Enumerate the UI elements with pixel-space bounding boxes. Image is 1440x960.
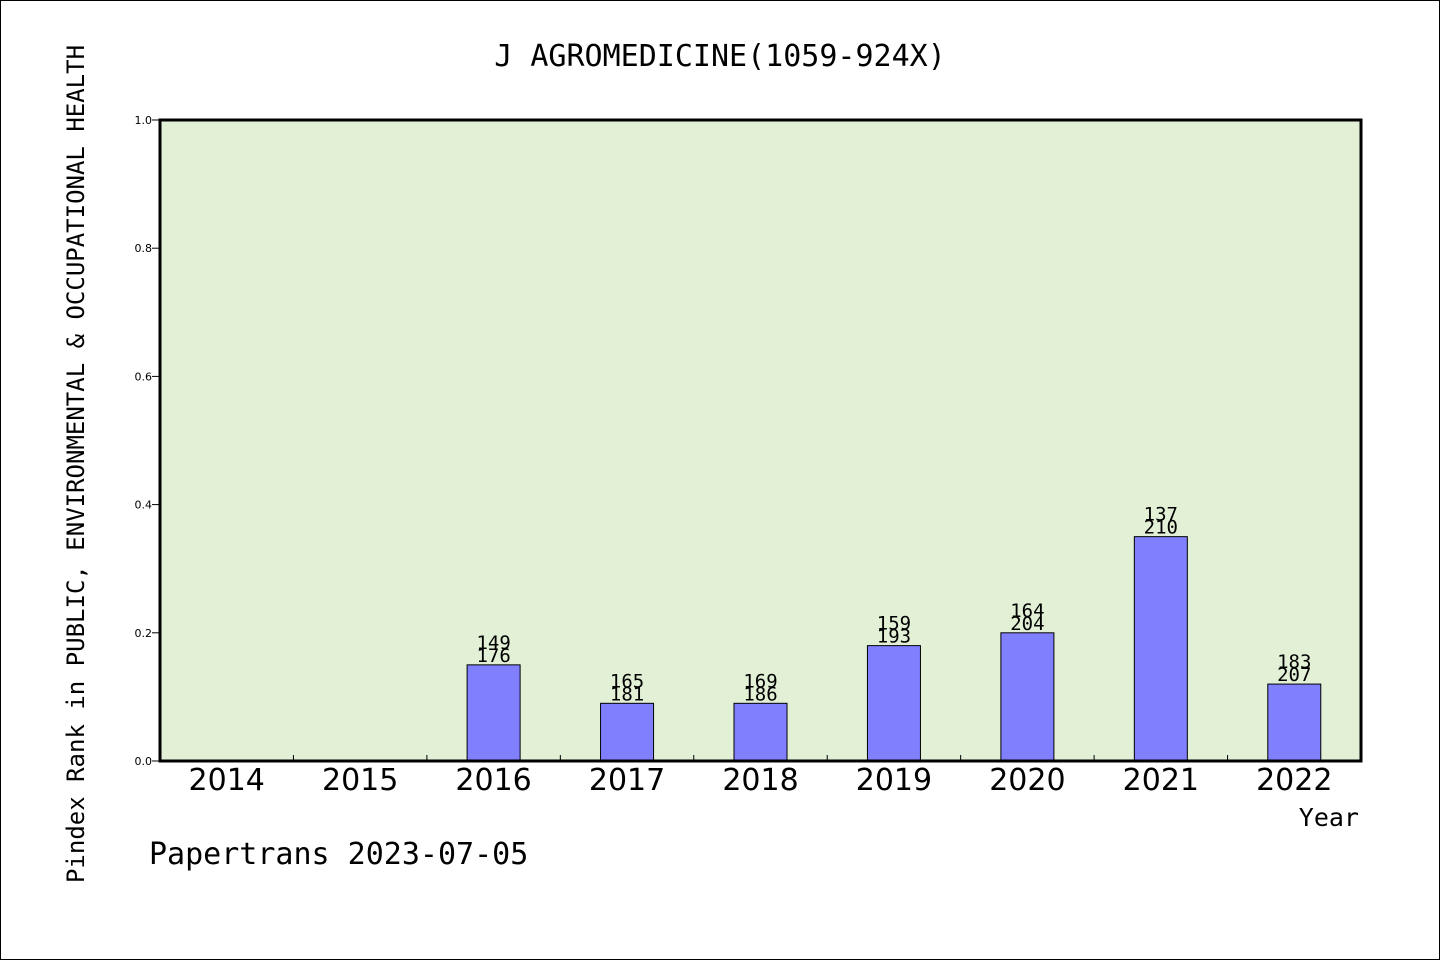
x-axis-ticks: 2014 2015 2016 2017 2018 2019 2020 2021 2022: [189, 755, 1332, 798]
bar-rank-label: 164: [1010, 600, 1044, 622]
x-tick-label: 2019: [856, 763, 932, 798]
chart-title: J AGROMEDICINE(1059-924X): [494, 39, 946, 74]
bar: [600, 702, 655, 762]
plot-border: [158, 118, 1363, 763]
x-tick-label: 2021: [1123, 763, 1199, 798]
bar-rank-label: 149: [476, 632, 510, 654]
bars-group: [466, 536, 1322, 762]
bar: [466, 664, 521, 762]
y-tick-label: 0.2: [135, 627, 153, 640]
x-tick-label: 2018: [722, 763, 798, 798]
y-tick-label: 0.0: [135, 755, 153, 768]
x-tick-label: 2016: [455, 763, 531, 798]
bar-rank-label: 159: [877, 613, 911, 635]
bar-total-label: 176: [476, 645, 510, 667]
x-tick-label: 2020: [989, 763, 1065, 798]
y-axis-label: Pindex Rank in PUBLIC, ENVIRONMENTAL & O…: [62, 45, 90, 883]
bar-total-label: 204: [1010, 613, 1044, 635]
y-tick-label: 1.0: [135, 114, 153, 127]
bar: [1133, 536, 1188, 762]
bar-total-label: 181: [610, 683, 644, 705]
footer-credit: Papertrans 2023-07-05: [149, 837, 528, 872]
x-tick-label: 2015: [322, 763, 398, 798]
x-tick-label: 2014: [189, 763, 265, 798]
bar: [1000, 632, 1055, 762]
y-axis-ticks: 0.0 0.2 0.4 0.6 0.8 1.0: [135, 114, 160, 768]
bar-total-label: 207: [1277, 664, 1311, 686]
bar-total-label: 186: [743, 683, 777, 705]
x-axis-label: Year: [1299, 803, 1359, 832]
bar: [1267, 683, 1322, 762]
x-tick-label: 2017: [589, 763, 665, 798]
bar-rank-label: 183: [1277, 651, 1311, 673]
y-tick-label: 0.8: [135, 242, 153, 255]
bar-total-label: 193: [877, 626, 911, 648]
x-tick-label: 2022: [1256, 763, 1332, 798]
bar: [866, 645, 921, 762]
bar-total-label: 210: [1144, 517, 1178, 539]
y-tick-label: 0.6: [135, 370, 153, 383]
y-tick-label: 0.4: [135, 499, 153, 512]
bar-rank-label: 137: [1144, 504, 1178, 526]
bar-rank-label: 165: [610, 670, 644, 692]
bar-rank-label: 169: [743, 670, 777, 692]
bar: [733, 702, 788, 762]
